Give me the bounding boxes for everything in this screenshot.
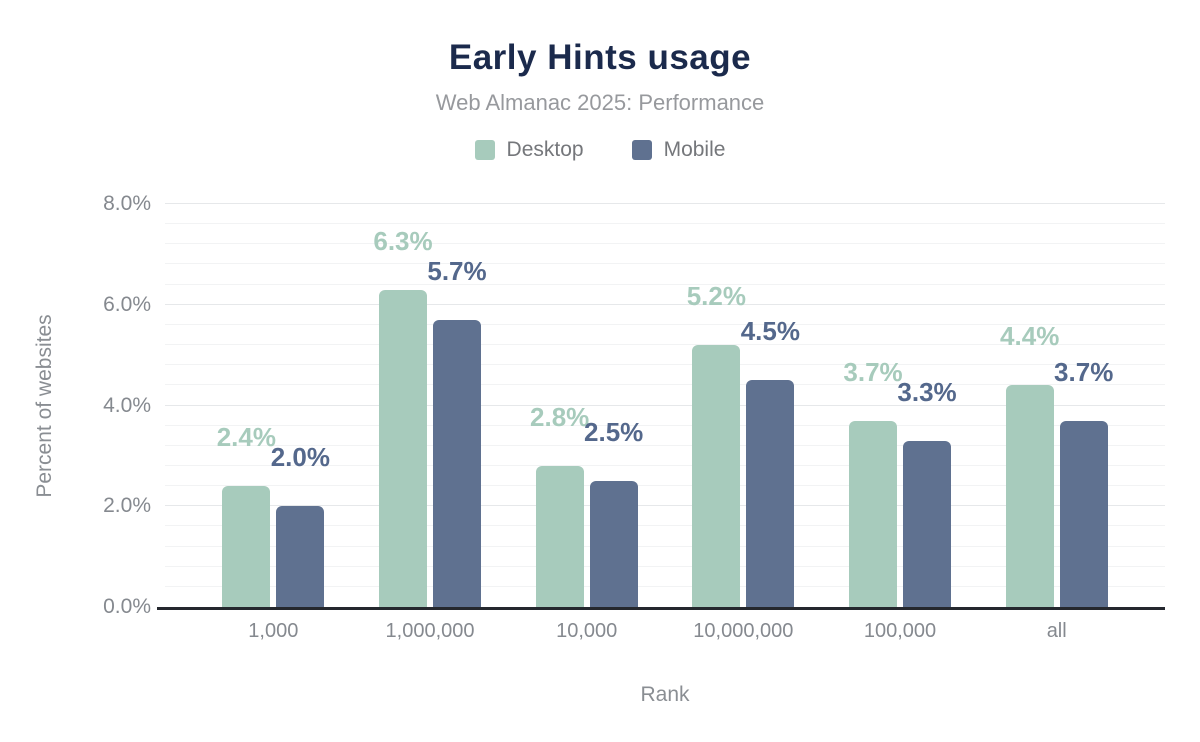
- legend-label: Desktop: [506, 138, 584, 161]
- x-axis-title: Rank: [640, 683, 690, 706]
- bar-groups: 2.4% 2.0% 6.3% 5.7% 2.8% 2.5% 5.2% 4.5% 3.7% 3.3%…: [165, 204, 1165, 607]
- mobile-data-label: 5.7%: [427, 255, 487, 286]
- desktop-bar[interactable]: [1005, 385, 1054, 607]
- gridline: [165, 424, 1165, 426]
- desktop-data-label: 6.3%: [373, 225, 433, 256]
- mobile-data-label: 2.5%: [584, 417, 644, 448]
- mobile-bar-slot: 3.7%: [1054, 204, 1113, 607]
- desktop-bar[interactable]: [692, 345, 741, 607]
- legend-swatch-icon: [631, 140, 652, 160]
- plot-area: 2.4% 2.0% 6.3% 5.7% 2.8% 2.5% 5.2% 4.5% 3.7% 3.3%…: [157, 203, 1165, 610]
- mobile-bar[interactable]: [589, 481, 638, 607]
- bar-group: 2.8% 2.5%: [508, 204, 665, 607]
- y-axis-title: Percent of websites: [33, 313, 56, 498]
- gridline: [165, 223, 1165, 225]
- gridline: [165, 384, 1165, 386]
- plot-shell: Percent of websites 0.0% 2.0% 4.0% 6.0% 8.0%…: [33, 193, 1165, 618]
- mobile-bar[interactable]: [746, 380, 795, 607]
- x-tick-label: 100,000: [863, 620, 937, 642]
- x-tick-label: 1,000: [248, 620, 299, 642]
- y-tick-label: 2.0%: [103, 494, 151, 518]
- mobile-bar[interactable]: [1059, 420, 1108, 607]
- gridline: [165, 505, 1165, 507]
- bar-group: 5.2% 4.5%: [665, 204, 822, 607]
- y-tick-label: 8.0%: [103, 192, 151, 215]
- bar-group: 2.4% 2.0%: [195, 204, 352, 607]
- mobile-data-label: 2.0%: [270, 442, 330, 473]
- desktop-bar-slot: 6.3%: [373, 204, 433, 607]
- gridline: [165, 525, 1165, 527]
- mobile-bar[interactable]: [433, 319, 481, 607]
- x-tick-label: 10,000: [556, 620, 618, 642]
- desktop-bar-slot: 4.4%: [1000, 204, 1059, 607]
- legend-label: Mobile: [663, 138, 726, 161]
- desktop-data-label: 2.8%: [530, 401, 590, 432]
- mobile-data-label: 3.7%: [1054, 356, 1114, 387]
- bar-group: 3.7% 3.3%: [822, 204, 979, 607]
- desktop-data-label: 5.2%: [686, 281, 746, 312]
- desktop-bar[interactable]: [849, 420, 898, 607]
- x-tick-label: all: [1046, 620, 1067, 642]
- gridline: [165, 485, 1165, 487]
- gridline: [165, 243, 1165, 245]
- gridline: [165, 444, 1165, 446]
- chart-title: Early Hints usage: [448, 38, 752, 77]
- desktop-data-label: 3.7%: [843, 356, 903, 387]
- mobile-bar-slot: 4.5%: [741, 204, 800, 607]
- mobile-bar-slot: 3.3%: [897, 204, 957, 607]
- mobile-bar[interactable]: [903, 440, 952, 607]
- x-tick-label: 1,000,000: [385, 620, 475, 642]
- legend-swatch-icon: [474, 140, 495, 160]
- gridline: [165, 585, 1165, 587]
- desktop-bar-slot: 5.2%: [687, 204, 746, 607]
- gridline: [165, 344, 1165, 346]
- y-tick-label: 4.0%: [103, 393, 151, 417]
- x-tick-label: 10,000,000: [693, 620, 794, 642]
- gridline: [165, 303, 1165, 305]
- gridline: [165, 464, 1165, 466]
- desktop-data-label: 4.4%: [1000, 321, 1060, 352]
- legend: Desktop Mobile: [0, 138, 1200, 162]
- gridline: [165, 263, 1165, 265]
- legend-item-desktop[interactable]: Desktop: [474, 138, 584, 161]
- mobile-bar-slot: 2.0%: [271, 204, 330, 607]
- desktop-bar-slot: 2.4%: [217, 204, 276, 607]
- bar-group: 6.3% 5.7%: [352, 204, 509, 607]
- gridline: [165, 323, 1165, 325]
- gridline: [165, 364, 1165, 366]
- desktop-bar[interactable]: [535, 465, 584, 607]
- y-tick-label: 6.0%: [103, 292, 151, 316]
- gridline: [165, 203, 1165, 204]
- y-tick-label: 0.0%: [103, 595, 151, 618]
- desktop-bar-slot: 2.8%: [530, 204, 589, 607]
- bar-group: 4.4% 3.7%: [978, 204, 1135, 607]
- legend-item-mobile[interactable]: Mobile: [631, 138, 726, 161]
- x-axis-line: [157, 607, 1165, 610]
- chart-subtitle: Web Almanac 2025: Performance: [435, 90, 765, 115]
- mobile-bar-slot: 5.7%: [427, 204, 487, 607]
- mobile-data-label: 3.3%: [897, 376, 957, 407]
- x-tick-labels: 1,000 1,000,000 10,000 10,000,000 100,000 all: [165, 619, 1165, 643]
- mobile-data-label: 4.5%: [740, 316, 800, 347]
- gridline: [165, 545, 1165, 547]
- desktop-data-label: 2.4%: [216, 422, 276, 453]
- desktop-bar-slot: 3.7%: [843, 204, 903, 607]
- mobile-bar[interactable]: [276, 506, 325, 607]
- mobile-bar-slot: 2.5%: [584, 204, 643, 607]
- desktop-bar[interactable]: [222, 486, 271, 607]
- gridline: [165, 404, 1165, 406]
- desktop-bar[interactable]: [379, 289, 427, 607]
- gridline: [165, 283, 1165, 285]
- gridline: [165, 565, 1165, 567]
